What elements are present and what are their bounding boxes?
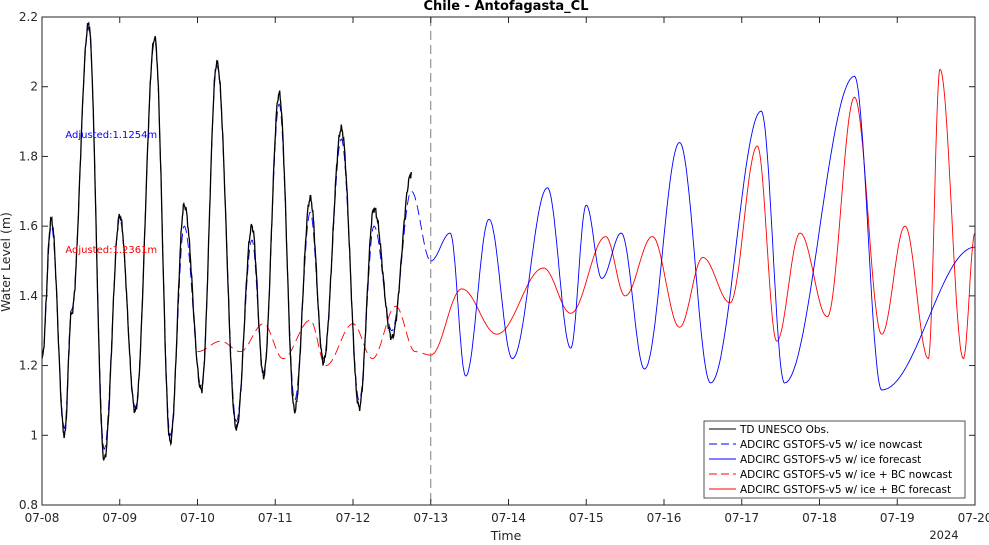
y-tick-label: 1.4 bbox=[19, 289, 38, 303]
y-axis-label: Water Level (m) bbox=[0, 212, 13, 312]
annotation-label-2: Adjusted:1.2361m bbox=[65, 245, 157, 256]
x-tick-label: 07-14 bbox=[491, 511, 526, 525]
series-line-adcirc-gstofs-v5-w-ice-bc-nowcast bbox=[197, 305, 431, 367]
y-tick-label: 2 bbox=[30, 80, 38, 94]
x-tick-label: 07-16 bbox=[647, 511, 682, 525]
y-tick-label: 1 bbox=[30, 428, 38, 442]
series-group bbox=[42, 21, 975, 461]
x-tick-label: 07-12 bbox=[336, 511, 371, 525]
x-tick-label: 07-18 bbox=[802, 511, 837, 525]
plot-area: Adjusted:1.1254m Adjusted:1.2361m bbox=[42, 17, 975, 505]
series-line-adcirc-gstofs-v5-w-ice-forecast bbox=[430, 75, 975, 391]
x-axis-label: Time bbox=[490, 528, 522, 541]
y-tick-label: 2.2 bbox=[19, 10, 38, 24]
x-tick-label: 07-15 bbox=[569, 511, 604, 525]
x-tick-label: 07-19 bbox=[880, 511, 915, 525]
legend-entry-label: ADCIRC GSTOFS-v5 w/ ice + BC forecast bbox=[740, 484, 951, 496]
x-tick-label: 07-10 bbox=[180, 511, 215, 525]
y-tick-label: 1.2 bbox=[19, 359, 38, 373]
legend: TD UNESCO Obs. ADCIRC GSTOFS-v5 w/ ice no… bbox=[703, 420, 966, 499]
y-tick-label: 0.8 bbox=[19, 498, 38, 512]
legend-box bbox=[703, 420, 966, 499]
x-axis-year-label: 2024 bbox=[929, 528, 958, 541]
legend-entry-label: TD UNESCO Obs. bbox=[739, 424, 829, 436]
x-tick-label: 07-08 bbox=[25, 511, 60, 525]
legend-entry-label: ADCIRC GSTOFS-v5 w/ ice nowcast bbox=[740, 439, 922, 451]
axes: 07-08 07-09 07-10 07-11 07-12 07-13 07-14 07-15… bbox=[19, 10, 989, 525]
series-line-td-unesco-obs bbox=[42, 21, 412, 461]
series-line-adcirc-gstofs-v5-w-ice-bc-forecast bbox=[430, 68, 975, 360]
legend-entry-label: ADCIRC GSTOFS-v5 w/ ice forecast bbox=[740, 454, 921, 466]
y-tick-label: 1.6 bbox=[19, 219, 38, 233]
x-tick-label: 07-20 bbox=[958, 511, 989, 525]
annotation-label-1: Adjusted:1.1254m bbox=[65, 130, 157, 141]
chart-title: Chile - Antofagasta_CL bbox=[424, 0, 589, 14]
x-tick-label: 07-17 bbox=[724, 511, 759, 525]
x-tick-label: 07-13 bbox=[413, 511, 448, 525]
x-tick-label: 07-11 bbox=[258, 511, 293, 525]
y-tick-label: 1.8 bbox=[19, 149, 38, 163]
x-tick-label: 07-09 bbox=[102, 511, 137, 525]
legend-entry-label: ADCIRC GSTOFS-v5 w/ ice + BC nowcast bbox=[740, 469, 952, 481]
